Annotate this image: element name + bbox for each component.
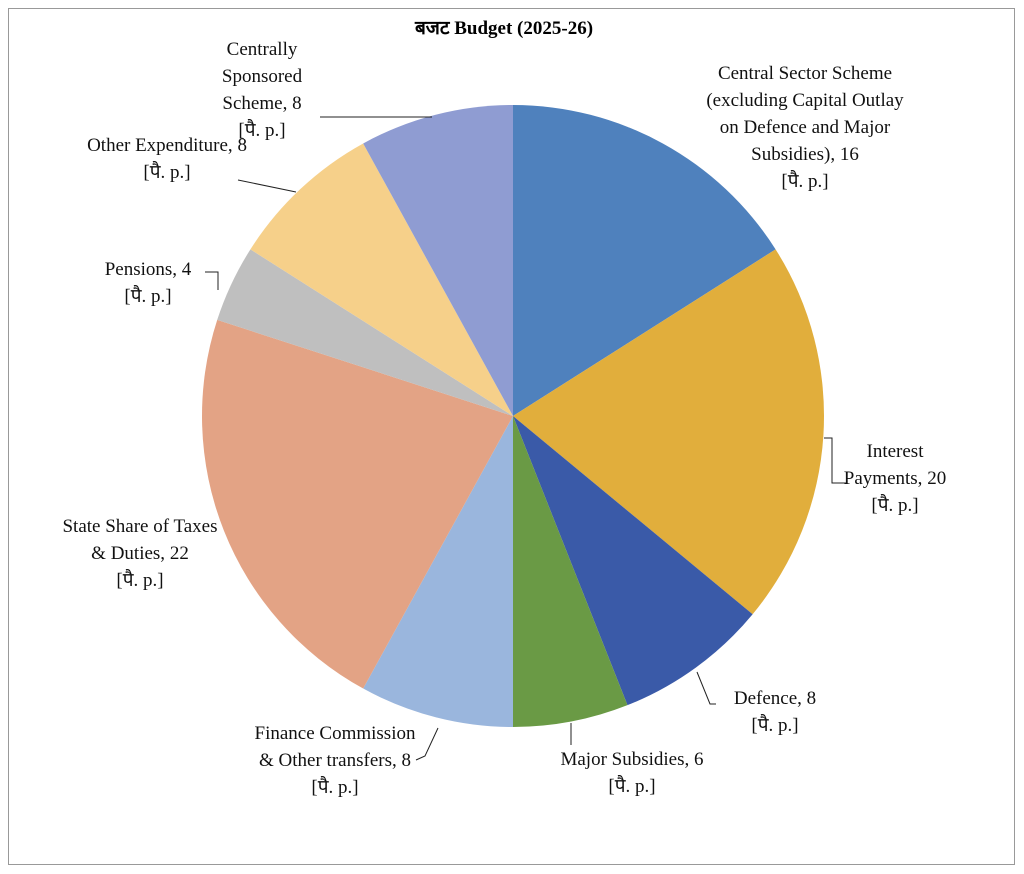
slice [202, 319, 513, 689]
slice [250, 143, 514, 416]
unit-label: [पै. p.] [124, 286, 172, 307]
unit-label: [पै. p.] [116, 570, 164, 591]
value-label: 8 [237, 135, 247, 156]
value-label: 8 [806, 688, 817, 709]
data-label: Finance Commission & Other transfers, 8 [… [248, 720, 423, 801]
value-label: 4 [181, 259, 192, 280]
unit-label: [पै. p.] [751, 715, 799, 736]
slice [513, 416, 628, 727]
frame [8, 8, 1015, 865]
leader-line [696, 671, 716, 705]
data-label: Pensions, 4 [पै. p.] [83, 256, 213, 310]
value-label: 22 [169, 543, 189, 564]
slice [363, 416, 513, 727]
unit-label: [पै. p.] [781, 171, 829, 192]
data-label: Central Sector Scheme (excluding Capital… [705, 60, 905, 195]
category-name: Other Expenditure, [87, 135, 233, 156]
leader-line [415, 727, 439, 761]
value-label: 8 [401, 750, 411, 771]
leader-line [205, 271, 219, 290]
slice [363, 105, 513, 416]
leader-line [824, 437, 846, 484]
data-label: State Share of Taxes & Duties, 22 [पै. p.… [58, 513, 223, 594]
value-label: 8 [292, 93, 302, 114]
leader-lines [205, 116, 846, 761]
category-name: Finance Commission & Other transfers, [254, 723, 416, 771]
unit-label: [पै. p.] [143, 162, 191, 183]
category-name: Central Sector Scheme (excluding Capital… [706, 63, 904, 165]
category-name: Major Subsidies, [560, 749, 690, 770]
slice [513, 249, 825, 615]
category-name: Pensions, [104, 259, 178, 280]
category-name: Defence, [733, 688, 802, 709]
data-label: Centrally Sponsored Scheme, 8 [पै. p.] [197, 36, 327, 144]
unit-label: [पै. p.] [608, 776, 656, 797]
slice [217, 249, 513, 416]
data-label: Other Expenditure, 8 [पै. p.] [87, 132, 247, 186]
slice [513, 105, 776, 416]
value-label: 16 [839, 144, 859, 165]
pie [202, 105, 825, 727]
slice [513, 416, 753, 706]
category-name: State Share of Taxes & Duties, [62, 516, 218, 564]
leader-line [237, 179, 297, 193]
value-label: 6 [694, 749, 704, 770]
unit-label: [पै. p.] [871, 495, 919, 516]
data-label: Defence, 8 [पै. p.] [705, 685, 845, 739]
unit-label: [पै. p.] [238, 120, 286, 141]
value-label: 20 [927, 468, 947, 489]
category-name: Centrally Sponsored Scheme, [221, 39, 303, 114]
category-name: Interest Payments, [843, 441, 924, 489]
unit-label: [पै. p.] [311, 777, 359, 798]
data-label: Interest Payments, 20 [पै. p.] [840, 438, 950, 519]
chart-title: बजट Budget (2025-26) [414, 18, 593, 39]
data-label: Major Subsidies, 6 [पै. p.] [542, 746, 722, 800]
